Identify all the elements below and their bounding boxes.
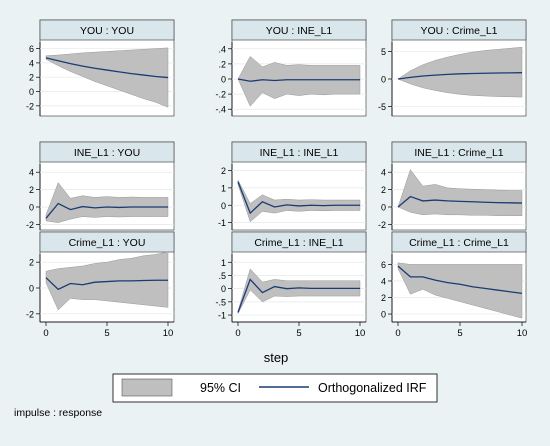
legend-irf-label: Orthogonalized IRF: [318, 381, 427, 395]
panel-title-bar: [231, 19, 367, 41]
y-tick-label: -2: [26, 101, 34, 111]
y-tick-label: -.4: [215, 105, 226, 115]
y-tick-label: 0: [221, 284, 226, 294]
legend-ci-label: 95% CI: [200, 381, 241, 395]
panel-title-bar: [39, 19, 175, 41]
panel-ine-l1-you: INE_L1 : YOU 4 2 0 -2: [26, 141, 175, 231]
y-tick-label: 2: [29, 185, 34, 195]
y-tick-label: 6: [29, 44, 34, 54]
panel-title: INE_L1 : Crime_L1: [414, 147, 503, 159]
y-tick-label: 0: [381, 310, 386, 320]
panel-you-ine-l1: YOU : INE_L1 .4 .2 0 -.2 -.4: [215, 19, 367, 117]
y-tick-label: 2: [381, 293, 386, 303]
panel-title: INE_L1 : YOU: [74, 147, 140, 159]
y-tick-label: -1: [218, 218, 226, 228]
panel-ine-l1-crime-l1: INE_L1 : Crime_L1 4 2 0 -2: [378, 141, 527, 231]
y-tick-label: -2: [26, 220, 34, 230]
y-tick-label: 6: [381, 260, 386, 270]
panel-ine-l1-ine-l1: INE_L1 : INE_L1 2 1 0 -1: [218, 141, 367, 231]
panel-title-bar: [231, 231, 367, 253]
legend-ci-swatch: [121, 378, 173, 397]
x-tick-label: 5: [457, 328, 462, 339]
panel-crime-l1-you: Crime_L1 : YOU 2 0 -2 0 5 10: [26, 231, 175, 339]
panel-crime-l1-ine-l1: Crime_L1 : INE_L1 1 .5 0 -.5 -1 0 5 10: [215, 231, 367, 339]
y-tick-label: -2: [378, 220, 386, 230]
panel-title: Crime_L1 : Crime_L1: [409, 237, 509, 249]
y-tick-label: 0: [381, 75, 386, 85]
irf-line: [397, 265, 523, 295]
ci-band: [397, 46, 523, 98]
y-tick-label: 4: [381, 276, 386, 286]
panel-crime-l1-crime-l1: Crime_L1 : Crime_L1 6 4 2 00 5 10: [381, 231, 528, 339]
x-tick-label: 5: [104, 328, 109, 339]
panel-title-bar: [39, 231, 175, 253]
y-tick-label: 4: [29, 168, 34, 178]
panel-title-bar: [231, 141, 367, 163]
ci-band: [45, 182, 169, 223]
x-tick-label: 10: [355, 328, 366, 339]
y-tick-label: 1: [221, 183, 226, 193]
y-tick-label: 0: [221, 201, 226, 211]
y-tick-label: 2: [29, 258, 34, 268]
impulse-response-note: impulse : response: [14, 407, 102, 419]
x-tick-label: 5: [296, 328, 301, 339]
y-tick-label: -.5: [215, 297, 226, 307]
x-tick-label: 0: [395, 328, 400, 339]
legend: 95% CI Orthogonalized IRF: [112, 373, 438, 403]
panel-title-bar: [39, 141, 175, 163]
panel-title-bar: [391, 19, 527, 41]
y-tick-label: 2: [221, 166, 226, 176]
panel-title-bar: [391, 141, 527, 163]
y-tick-label: -5: [378, 102, 386, 112]
y-tick-label: -2: [26, 309, 34, 319]
x-tick-label: 10: [517, 328, 528, 339]
ci-band: [397, 262, 523, 319]
y-tick-label: 0: [221, 75, 226, 85]
y-tick-label: 0: [29, 284, 34, 294]
x-tick-label: 0: [235, 328, 240, 339]
ci-band: [45, 47, 169, 108]
panel-you-you: YOU : YOU 6 4 2 0 -2: [26, 19, 175, 117]
ci-band: [237, 268, 361, 314]
panel-you-crime-l1: YOU : Crime_L1 5 0 -5: [378, 19, 527, 117]
y-tick-label: -1: [218, 311, 226, 321]
y-tick-label: 1: [221, 258, 226, 268]
y-tick-label: 0: [381, 203, 386, 213]
y-tick-label: -.2: [215, 90, 226, 100]
panel-title: YOU : YOU: [80, 25, 134, 37]
y-tick-label: 2: [381, 185, 386, 195]
y-tick-label: 5: [381, 47, 386, 57]
y-tick-label: .5: [218, 271, 226, 281]
y-tick-label: .4: [218, 44, 226, 54]
panel-title: Crime_L1 : INE_L1: [254, 237, 343, 249]
ci-band: [237, 179, 361, 223]
x-axis-label: step: [264, 350, 289, 365]
irf-line: [45, 57, 169, 79]
irf-line: [237, 278, 360, 313]
y-tick-label: 0: [29, 87, 34, 97]
y-tick-label: 0: [29, 203, 34, 213]
irf-line: [237, 78, 360, 82]
y-tick-label: 4: [29, 58, 34, 68]
panel-title: INE_L1 : INE_L1: [260, 147, 339, 159]
y-tick-label: 2: [29, 73, 34, 83]
x-tick-label: 0: [43, 328, 48, 339]
panel-title: Crime_L1 : YOU: [69, 237, 146, 249]
irf-line: [45, 277, 168, 291]
irf-line: [397, 195, 523, 208]
irf-line: [237, 181, 360, 215]
y-tick-label: 4: [381, 168, 386, 178]
y-tick-label: .2: [218, 59, 226, 69]
irf-line: [397, 72, 523, 80]
panel-title: YOU : INE_L1: [266, 25, 333, 37]
panel-title: YOU : Crime_L1: [420, 25, 497, 37]
panel-title-bar: [391, 231, 527, 253]
irf-line: [45, 202, 168, 219]
x-tick-label: 10: [163, 328, 174, 339]
